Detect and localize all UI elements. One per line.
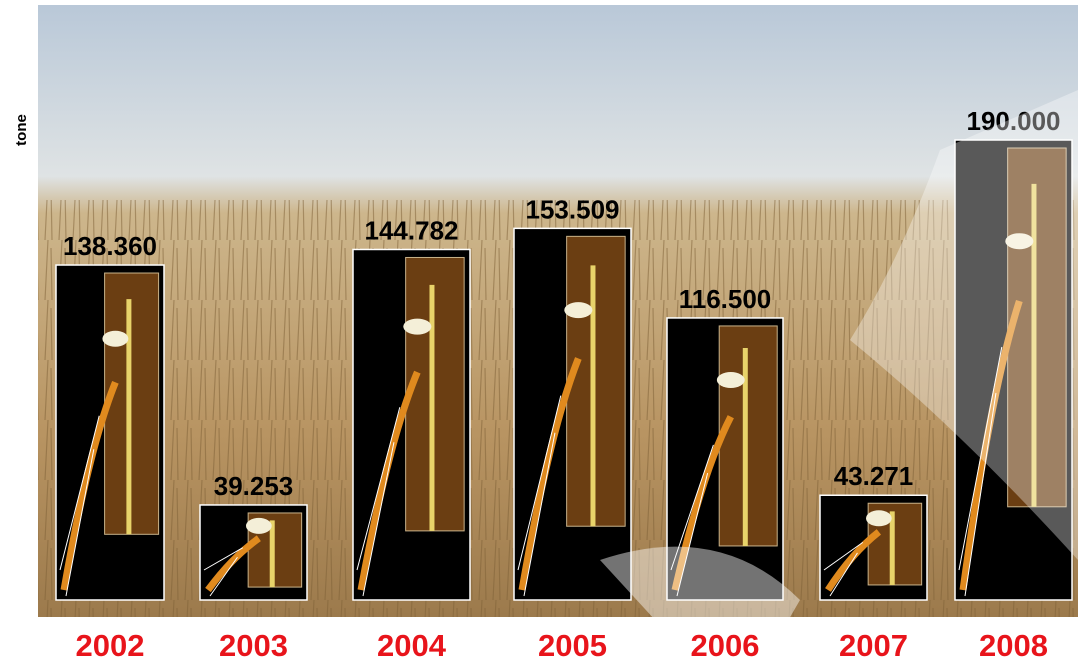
bar-image-flower: [246, 518, 272, 534]
chart: 138.360 39.253 144.782 153.509 116.500 43.271…: [0, 0, 1078, 669]
x-tick-label: 2002: [76, 628, 145, 663]
bar-image: [406, 257, 465, 530]
value-label: 138.360: [63, 231, 157, 261]
value-label: 153.509: [526, 194, 620, 224]
x-tick-label: 2008: [979, 628, 1048, 663]
bar-image-flower: [866, 510, 892, 526]
x-tick-label: 2006: [691, 628, 760, 663]
bar-image: [719, 326, 777, 546]
x-tick-label: 2003: [219, 628, 288, 663]
bar-image-flower: [717, 372, 745, 388]
x-tick-label: 2004: [377, 628, 447, 663]
x-tick-label: 2007: [839, 628, 908, 663]
bar-image-flower: [102, 331, 128, 347]
bar-image-flower: [403, 319, 431, 335]
bar-image: [105, 273, 159, 534]
bar-image: [567, 236, 626, 526]
value-label: 39.253: [214, 471, 294, 501]
y-axis-label: tone: [13, 114, 30, 146]
value-label: 116.500: [679, 284, 772, 314]
value-label: 43.271: [834, 461, 914, 491]
value-label: 144.782: [365, 215, 459, 245]
bar-image-flower: [564, 302, 592, 318]
x-tick-label: 2005: [538, 628, 607, 663]
